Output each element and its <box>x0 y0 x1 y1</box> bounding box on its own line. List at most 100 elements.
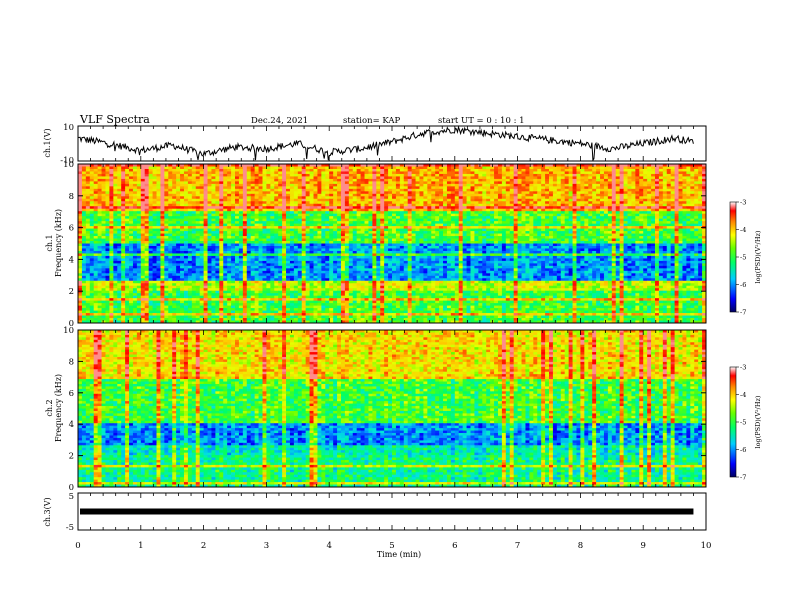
spectrogram-cell <box>486 176 490 179</box>
spectrogram-cell <box>168 201 172 204</box>
spectrogram-cell <box>290 174 294 177</box>
spectrogram-cell <box>529 219 533 222</box>
spectrogram-cell <box>117 241 121 244</box>
spectrogram-cell <box>384 199 388 202</box>
spectrogram-cell <box>290 209 294 212</box>
spectrogram-cell <box>125 239 129 242</box>
spectrogram-cell <box>600 231 604 234</box>
spectrogram-cell <box>357 206 361 209</box>
spectrogram-cell <box>164 211 168 214</box>
spectrogram-cell <box>255 174 259 177</box>
spectrogram-cell <box>353 174 357 177</box>
spectrogram-cell <box>471 224 475 227</box>
spectrogram-cell <box>180 229 184 232</box>
spectrogram-cell <box>459 191 463 194</box>
spectrogram-cell <box>533 186 537 189</box>
spectrogram-cell <box>184 166 188 169</box>
spectrogram-cell <box>682 226 686 229</box>
spectrogram-cell <box>506 219 510 222</box>
spectrogram-cell <box>604 199 608 202</box>
spectrogram-cell <box>698 174 702 177</box>
spectrogram-cell <box>612 214 616 217</box>
spectrogram-cell <box>302 169 306 172</box>
spectrogram-cell <box>82 171 86 174</box>
spectrogram-cell <box>588 216 592 219</box>
spectrogram-cell <box>227 181 231 184</box>
spectrogram-cell <box>423 191 427 194</box>
spectrogram-cell <box>78 236 82 239</box>
spectrogram-cell <box>204 174 208 177</box>
spectrogram-cell <box>90 231 94 234</box>
spectrogram-cell <box>455 226 459 229</box>
spectrogram-cell <box>274 206 278 209</box>
spectrogram-cell <box>682 171 686 174</box>
spectrogram-cell <box>82 224 86 227</box>
spectrogram-cell <box>298 176 302 179</box>
spectrogram-cell <box>208 181 212 184</box>
spectrogram-cell <box>376 199 380 202</box>
spectrogram-cell <box>141 209 145 212</box>
spectrogram-cell <box>631 191 635 194</box>
spectrogram-cell <box>675 199 679 202</box>
spectrogram-cell <box>321 181 325 184</box>
spectrogram-cell <box>557 189 561 192</box>
spectrogram-cell <box>584 169 588 172</box>
spectrogram-cell <box>525 176 529 179</box>
spectrogram-cell <box>259 194 263 197</box>
spectrogram-cell <box>337 231 341 234</box>
spectrogram-cell <box>561 194 565 197</box>
spectrogram-cell <box>494 176 498 179</box>
spectrogram-cell <box>529 186 533 189</box>
spectrogram-cell <box>255 234 259 237</box>
spectrogram-cell <box>416 171 420 174</box>
spectrogram-cell <box>698 184 702 187</box>
spectrogram-cell <box>388 176 392 179</box>
spectrogram-cell <box>396 186 400 189</box>
spectrogram-cell <box>412 211 416 214</box>
spectrogram-cell <box>549 239 553 242</box>
spectrogram-cell <box>604 224 608 227</box>
spectrogram-cell <box>266 211 270 214</box>
spectrogram-cell <box>573 226 577 229</box>
spectrogram-cell <box>384 189 388 192</box>
spectrogram-cell <box>145 179 149 182</box>
spectrogram-cell <box>639 179 643 182</box>
spectrogram-cell <box>592 181 596 184</box>
spectrogram-cell <box>647 171 651 174</box>
spectrogram-cell <box>353 179 357 182</box>
spectrogram-cell <box>400 221 404 224</box>
spectrogram-cell <box>294 181 298 184</box>
spectrogram-cell <box>525 184 529 187</box>
spectrogram-cell <box>443 166 447 169</box>
spectrogram-cell <box>659 206 663 209</box>
spectrogram-cell <box>553 194 557 197</box>
spectrogram-cell <box>396 189 400 192</box>
spectrogram-cell <box>545 184 549 187</box>
spectrogram-cell <box>474 184 478 187</box>
spectrogram-cell <box>102 171 106 174</box>
spectrogram-cell <box>255 199 259 202</box>
spectrogram-cell <box>98 196 102 199</box>
spectrogram-cell <box>204 226 208 229</box>
spectrogram-cell <box>345 181 349 184</box>
spectrogram-cell <box>474 186 478 189</box>
spectrogram-cell <box>133 214 137 217</box>
spectrogram-cell <box>121 181 125 184</box>
spectrogram-cell <box>682 184 686 187</box>
spectrogram-cell <box>600 169 604 172</box>
spectrogram-cell <box>109 229 113 232</box>
spectrogram-cell <box>392 234 396 237</box>
spectrogram-cell <box>329 206 333 209</box>
spectrogram-cell <box>321 204 325 207</box>
spectrogram-cell <box>537 196 541 199</box>
spectrogram-cell <box>608 174 612 177</box>
spectrogram-cell <box>153 221 157 224</box>
spectrogram-cell <box>412 189 416 192</box>
spectrogram-cell <box>643 239 647 242</box>
spectrogram-cell <box>204 186 208 189</box>
spectrogram-cell <box>337 191 341 194</box>
spectrogram-cell <box>569 174 573 177</box>
spectrogram-cell <box>86 176 90 179</box>
spectrogram-cell <box>168 189 172 192</box>
spectrogram-cell <box>302 204 306 207</box>
